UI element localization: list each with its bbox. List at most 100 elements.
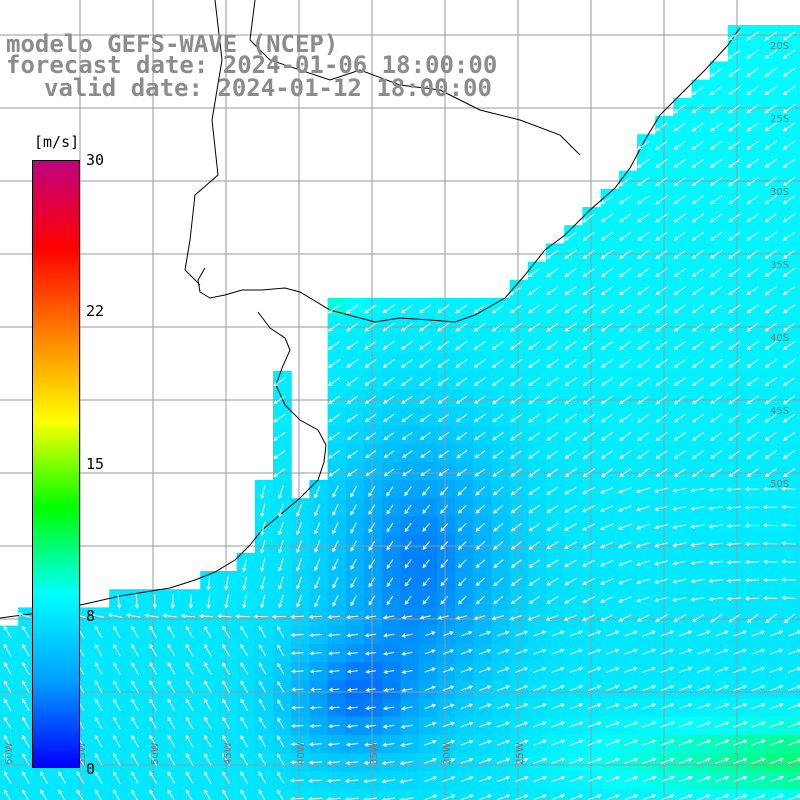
wind-arrow — [678, 721, 693, 728]
wind-arrow — [769, 630, 784, 637]
wind-arrow — [619, 413, 632, 423]
wind-arrow — [618, 596, 632, 603]
wind-arrow — [728, 176, 741, 187]
wind-arrow — [258, 771, 267, 784]
wind-arrow — [728, 140, 741, 150]
wind-arrow — [655, 450, 668, 459]
wind-arrow — [515, 721, 529, 728]
wind-arrow — [404, 541, 412, 551]
wind-arrow — [605, 739, 621, 746]
latitude-label: 40S — [770, 333, 789, 344]
wind-arrow — [673, 195, 687, 205]
wind-arrow — [733, 685, 748, 692]
wind-arrow — [346, 359, 359, 368]
wind-arrow — [327, 651, 340, 656]
wind-arrow — [117, 594, 122, 609]
wind-arrow — [710, 322, 723, 332]
wind-arrow — [260, 576, 266, 591]
coastline-north — [197, 27, 741, 323]
wind-arrow — [587, 630, 602, 637]
wind-cell — [546, 789, 565, 800]
wind-arrow — [528, 340, 541, 350]
wind-arrow — [782, 85, 796, 96]
wind-arrow — [582, 231, 595, 241]
wind-arrow — [350, 485, 357, 498]
wind-arrow — [728, 67, 741, 77]
wind-arrow — [710, 431, 723, 441]
wind-arrow — [600, 578, 614, 585]
wind-arrow — [364, 615, 377, 620]
wind-arrow — [94, 662, 103, 675]
wind-cell — [0, 789, 19, 800]
wind-arrow — [637, 322, 650, 332]
wind-arrow — [437, 395, 450, 404]
wind-arrow — [515, 630, 529, 637]
wind-arrow — [94, 643, 103, 657]
wind-arrow — [764, 104, 778, 114]
wind-arrow — [455, 359, 468, 368]
wind-arrow — [533, 776, 547, 783]
wind-arrow — [546, 395, 559, 405]
wind-arrow — [751, 666, 766, 673]
wind-arrow — [751, 630, 766, 637]
wind-arrow — [401, 450, 413, 459]
wind-arrow — [746, 267, 759, 277]
wind-arrow — [94, 716, 103, 730]
wind-arrow — [404, 577, 412, 587]
wind-arrow — [600, 359, 614, 368]
wind-arrow — [514, 739, 529, 746]
wind-arrow — [296, 521, 303, 536]
wind-arrow — [473, 615, 486, 620]
wind-arrow — [746, 195, 759, 205]
wind-arrow — [346, 340, 359, 350]
wind-arrow — [708, 524, 723, 529]
wind-arrow — [346, 322, 359, 332]
wind-arrow — [617, 523, 632, 530]
wind-arrow — [564, 486, 577, 495]
wind-arrow — [624, 703, 638, 710]
wind-arrow — [582, 359, 595, 368]
wind-arrow — [782, 340, 796, 350]
wind-arrow — [296, 503, 303, 517]
wind-cell — [655, 789, 674, 800]
wind-arrow — [600, 213, 614, 223]
wind-arrow — [404, 559, 412, 569]
wind-arrow — [509, 614, 523, 621]
wind-arrow — [551, 648, 565, 655]
wind-arrow — [258, 753, 267, 766]
wind-arrow — [600, 195, 614, 205]
latitude-label: 30S — [770, 187, 789, 198]
wind-arrow — [637, 395, 650, 405]
wind-arrow — [600, 468, 614, 478]
wind-arrow — [617, 487, 632, 494]
wind-arrow — [222, 698, 230, 712]
wind-arrow — [764, 176, 778, 187]
wind-arrow — [515, 667, 529, 673]
wind-arrow — [654, 542, 669, 548]
wind-arrow — [492, 468, 504, 477]
wind-arrow — [637, 158, 650, 168]
wind-arrow — [458, 559, 467, 569]
wind-arrow — [691, 176, 705, 187]
wind-arrow — [764, 267, 777, 277]
wind-arrow — [401, 651, 413, 656]
wind-cell — [218, 789, 238, 800]
wind-arrow — [113, 753, 121, 766]
wind-arrow — [660, 630, 675, 637]
wind-arrow — [764, 158, 778, 168]
wind-arrow — [437, 413, 450, 423]
wind-arrow — [660, 739, 675, 746]
wind-cell — [400, 789, 420, 800]
wind-arrow — [131, 698, 139, 712]
wind-arrow — [478, 721, 492, 728]
wind-arrow — [710, 468, 723, 477]
wind-arrow — [440, 504, 449, 514]
wind-arrow — [368, 522, 376, 534]
wind-arrow — [204, 643, 212, 657]
wind-arrow — [546, 431, 559, 441]
wind-arrow — [673, 267, 686, 277]
latitude-label: 25S — [770, 114, 789, 125]
wind-arrow — [386, 541, 394, 551]
wind-arrow — [581, 505, 596, 513]
wind-cell — [309, 789, 329, 800]
